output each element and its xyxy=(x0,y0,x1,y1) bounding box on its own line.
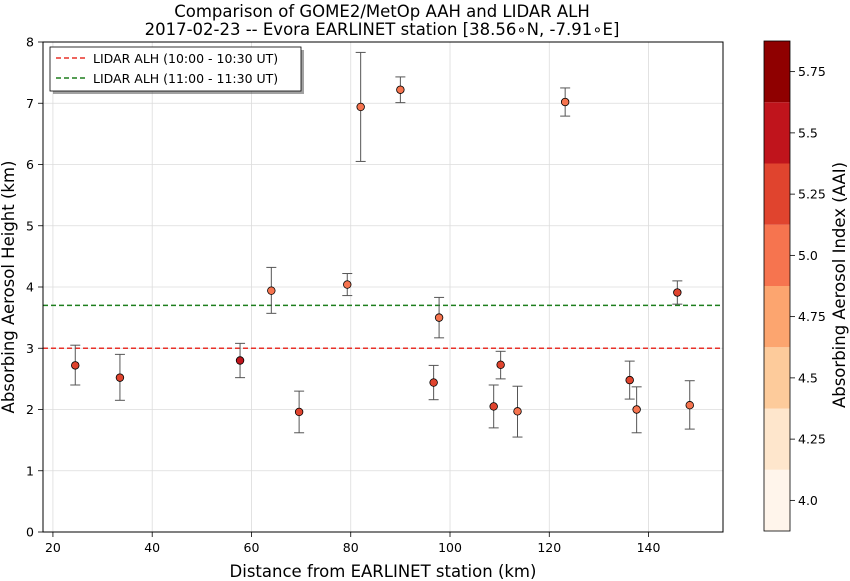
data-point-6 xyxy=(355,51,366,162)
y-tick-label: 5 xyxy=(26,218,34,233)
data-point-1 xyxy=(114,353,125,401)
data-point-9 xyxy=(434,296,445,339)
y-tick-label: 2 xyxy=(26,402,34,417)
scatter-marker xyxy=(429,378,438,387)
colorbar-segment-0 xyxy=(764,469,790,531)
colorbar-tick-label: 5.5 xyxy=(798,125,818,140)
colorbar-segment-1 xyxy=(764,408,790,470)
data-point-13 xyxy=(560,87,571,117)
data-point-4 xyxy=(294,390,305,434)
chart-subtitle: 2017-02-23 -- Evora EARLINET station [38… xyxy=(145,20,620,39)
colorbar-segment-6 xyxy=(764,102,790,164)
colorbar-tick-label: 4.5 xyxy=(798,370,818,385)
data-point-0 xyxy=(70,344,81,386)
scatter-marker xyxy=(343,280,352,289)
colorbar-segment-4 xyxy=(764,224,790,286)
data-point-8 xyxy=(428,364,439,401)
colorbar-tick-label: 5.25 xyxy=(798,187,826,202)
y-tick-label: 6 xyxy=(26,157,34,172)
scatter-marker xyxy=(685,401,694,410)
scatter-marker xyxy=(267,286,276,295)
scatter-marker xyxy=(294,407,304,417)
scatter-marker xyxy=(513,407,522,416)
data-point-7 xyxy=(395,76,406,104)
y-axis-label: Absorbing Aerosol Height (km) xyxy=(0,161,18,414)
reference-lines xyxy=(43,304,723,350)
legend: LIDAR ALH (10:00 - 10:30 UT) LIDAR ALH (… xyxy=(49,46,304,94)
scatter-marker xyxy=(673,288,682,297)
scatter-marker xyxy=(71,361,80,370)
scatter-marker xyxy=(632,405,641,414)
x-tick-label: 20 xyxy=(45,540,61,555)
legend-label-1: LIDAR ALH (11:00 - 11:30 UT) xyxy=(93,71,278,86)
data-points xyxy=(70,51,695,438)
data-point-12 xyxy=(512,385,523,438)
scatter-marker xyxy=(434,313,444,322)
scatter-marker xyxy=(496,360,505,369)
x-axis-label: Distance from EARLINET station (km) xyxy=(230,562,537,581)
data-point-3 xyxy=(266,266,277,314)
data-point-17 xyxy=(684,380,695,430)
y-tick-label: 8 xyxy=(26,35,34,50)
scatter-marker xyxy=(489,402,498,411)
legend-box xyxy=(49,46,302,92)
data-point-11 xyxy=(495,350,506,380)
colorbar: 4.0 4.25 4.5 4.75 5.0 5.25 5.5 5.75 xyxy=(763,40,826,532)
colorbar-label: Absorbing Aerosol Index (AAI) xyxy=(830,162,849,408)
scatter-marker xyxy=(115,373,125,382)
scatter-marker xyxy=(396,85,405,94)
colorbar-tick-label: 4.0 xyxy=(798,493,818,508)
x-tick-label: 40 xyxy=(144,540,160,555)
colorbar-segment-2 xyxy=(764,347,790,409)
colorbar-segment-7 xyxy=(764,41,790,103)
x-tick-label: 80 xyxy=(343,540,359,555)
grid-lines xyxy=(43,41,723,533)
scatter-marker xyxy=(235,356,245,365)
data-point-16 xyxy=(672,280,683,305)
colorbar-segment-5 xyxy=(764,163,790,225)
y-tick-label: 1 xyxy=(26,463,34,478)
y-axis-ticks: 0 1 2 3 4 5 6 7 8 xyxy=(26,35,43,540)
x-tick-label: 120 xyxy=(537,540,561,555)
data-point-15 xyxy=(631,386,642,434)
y-tick-label: 7 xyxy=(26,96,34,111)
y-tick-label: 0 xyxy=(26,525,34,540)
data-point-2 xyxy=(235,342,246,379)
scatter-marker xyxy=(560,97,570,107)
chart-title: Comparison of GOME2/MetOp AAH and LIDAR … xyxy=(174,2,590,21)
colorbar-tick-label: 5.0 xyxy=(798,248,818,263)
legend-label-0: LIDAR ALH (10:00 - 10:30 UT) xyxy=(93,51,278,66)
data-point-14 xyxy=(624,360,635,400)
colorbar-segment-3 xyxy=(764,286,790,348)
colorbar-tick-label: 4.25 xyxy=(798,432,826,447)
colorbar-tick-label: 5.75 xyxy=(798,64,826,79)
data-point-10 xyxy=(488,384,499,429)
y-tick-label: 3 xyxy=(26,341,34,356)
data-point-5 xyxy=(342,273,353,297)
x-tick-label: 140 xyxy=(637,540,661,555)
x-axis-ticks: 20 40 60 80 100 120 140 xyxy=(45,532,661,555)
x-tick-label: 60 xyxy=(244,540,260,555)
x-tick-label: 100 xyxy=(438,540,462,555)
y-tick-label: 4 xyxy=(26,280,34,295)
colorbar-tick-label: 4.75 xyxy=(798,309,826,324)
scatter-marker xyxy=(625,375,634,385)
scatter-marker xyxy=(356,102,365,112)
colorbar-frame xyxy=(763,40,791,532)
